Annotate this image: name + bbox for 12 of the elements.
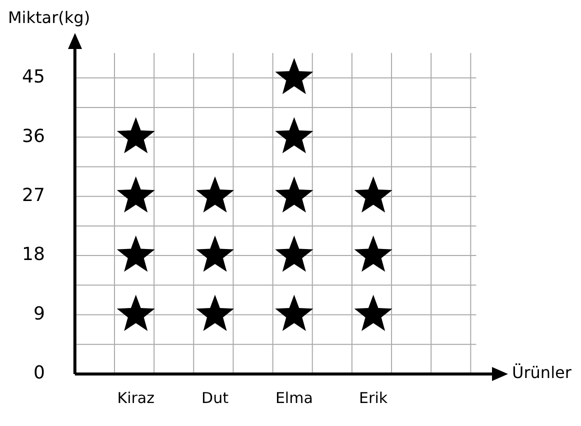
x-tick-label: Elma	[275, 388, 313, 407]
x-tick-label: Erik	[359, 388, 388, 407]
x-tick-label: Kiraz	[117, 388, 155, 407]
y-axis-title: Miktar(kg)	[8, 8, 90, 28]
x-tick-label: Dut	[202, 388, 229, 407]
y-tick-label: 18	[22, 244, 45, 266]
y-tick-label: 27	[22, 185, 45, 206]
y-tick-label: 9	[33, 303, 45, 324]
y-tick-label: 36	[22, 126, 45, 147]
y-tick-label: 45	[22, 66, 45, 88]
x-axis-title: Ürünler	[512, 363, 572, 382]
y-tick-label: 0	[33, 362, 45, 384]
